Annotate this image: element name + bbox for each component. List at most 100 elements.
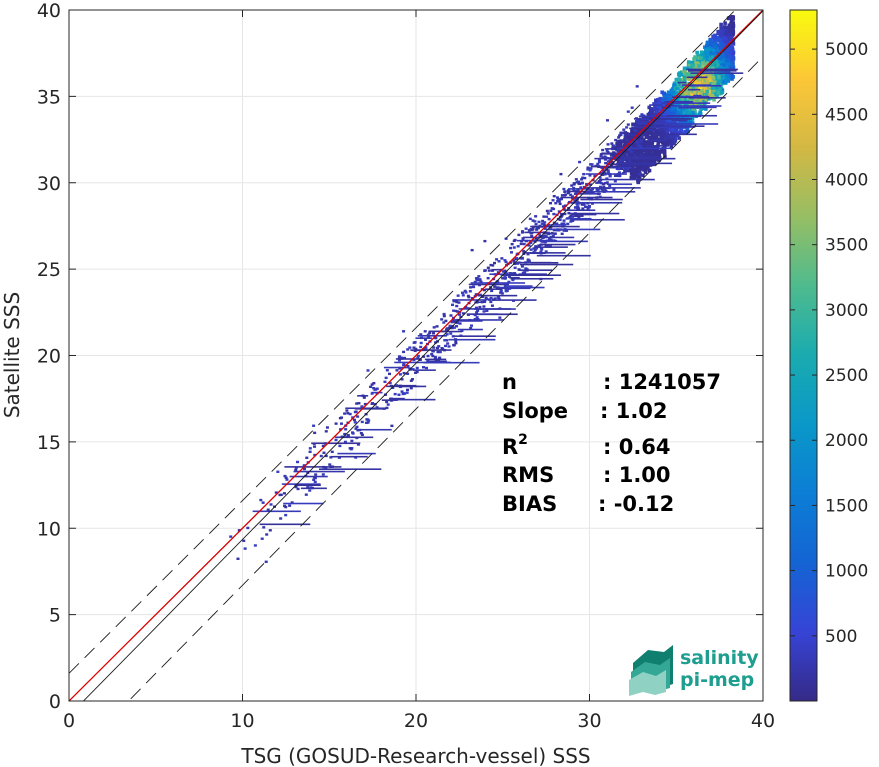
density-cell xyxy=(621,131,625,135)
density-cell xyxy=(469,324,473,327)
density-cell xyxy=(635,159,640,164)
density-cell xyxy=(699,56,703,60)
density-cell xyxy=(681,89,685,93)
density-cell xyxy=(682,75,687,79)
density-cell xyxy=(632,153,636,157)
density-cell xyxy=(362,396,366,399)
stat-rms-value: : 1.00 xyxy=(603,463,671,487)
density-streak xyxy=(500,274,546,276)
density-cell xyxy=(526,243,530,247)
density-cell xyxy=(406,372,410,375)
density-cell xyxy=(398,355,402,358)
density-cell xyxy=(442,314,446,318)
density-cell xyxy=(690,92,694,96)
density-cell xyxy=(599,181,603,185)
density-cell xyxy=(731,23,735,27)
density-streak xyxy=(689,69,702,71)
density-cell xyxy=(565,229,569,232)
density-cell xyxy=(719,60,723,65)
density-cell xyxy=(408,367,412,370)
density-cell xyxy=(507,275,511,278)
density-cell xyxy=(679,106,683,111)
density-cell xyxy=(708,84,712,89)
density-cell xyxy=(724,29,728,33)
density-cell xyxy=(723,21,727,25)
density-cell xyxy=(627,147,631,151)
density-cell xyxy=(364,421,368,425)
density-cell xyxy=(698,111,703,116)
density-cell xyxy=(408,346,412,349)
density-cell xyxy=(721,80,726,84)
density-cell xyxy=(637,168,642,173)
y-tick-label: 0 xyxy=(49,691,61,713)
density-cell xyxy=(639,154,643,157)
colorbar-tick-label: 4500 xyxy=(825,105,868,125)
density-cell xyxy=(355,425,359,429)
density-cell xyxy=(395,369,399,372)
density-cell xyxy=(681,92,685,97)
density-cell xyxy=(423,330,427,333)
density-cell xyxy=(454,309,458,313)
density-cell xyxy=(691,107,696,111)
density-cell xyxy=(690,121,695,125)
density-cell xyxy=(711,35,715,39)
density-cell xyxy=(606,151,610,154)
density-cell xyxy=(430,353,434,356)
density-cell xyxy=(718,44,723,49)
density-cell xyxy=(313,445,317,448)
density-cell xyxy=(397,356,401,360)
density-cell xyxy=(556,199,560,203)
density-cell xyxy=(726,47,731,52)
density-cell xyxy=(339,428,343,431)
density-streak xyxy=(410,349,452,351)
density-cell xyxy=(539,246,543,250)
density-streak xyxy=(568,188,587,190)
density-cell xyxy=(591,178,595,182)
density-cell xyxy=(338,444,342,448)
density-cell xyxy=(724,31,728,36)
density-cell xyxy=(694,82,699,86)
density-cell xyxy=(655,101,660,106)
x-tick-label: 30 xyxy=(577,710,601,732)
density-cell xyxy=(703,63,708,68)
density-cell xyxy=(678,121,682,125)
density-streak xyxy=(330,455,368,458)
y-tick-label: 5 xyxy=(49,605,61,627)
density-cell xyxy=(657,104,661,109)
density-cell xyxy=(642,148,646,153)
density-cell xyxy=(621,158,625,162)
density-cell xyxy=(521,271,525,275)
density-cell xyxy=(563,190,567,193)
density-cell xyxy=(306,486,310,489)
density-cell xyxy=(703,79,707,83)
stat-r2-value: : 0.64 xyxy=(603,435,671,459)
density-cell xyxy=(646,130,650,135)
density-cell xyxy=(721,41,725,46)
density-cell xyxy=(487,269,491,272)
density-cell xyxy=(642,152,647,157)
density-cell xyxy=(726,66,731,70)
density-cell xyxy=(667,92,671,96)
density-cell xyxy=(444,319,448,323)
density-cell xyxy=(481,295,485,299)
density-cell xyxy=(614,174,618,178)
density-streak xyxy=(690,72,744,74)
density-cell xyxy=(668,96,673,101)
density-cell xyxy=(604,161,608,165)
density-cell xyxy=(237,529,241,532)
density-streak xyxy=(473,308,516,310)
density-cell xyxy=(714,85,719,90)
density-cell xyxy=(350,439,354,443)
density-streak xyxy=(439,330,463,333)
density-cell xyxy=(459,315,463,319)
density-streak xyxy=(580,198,623,201)
density-streak xyxy=(496,286,545,289)
density-cell xyxy=(489,296,493,300)
density-cell xyxy=(560,212,564,216)
density-cell xyxy=(636,178,640,183)
density-streak xyxy=(281,483,321,485)
density-cell xyxy=(706,52,710,56)
density-cell xyxy=(296,487,300,491)
density-cell xyxy=(627,159,631,163)
density-cell xyxy=(294,485,298,489)
